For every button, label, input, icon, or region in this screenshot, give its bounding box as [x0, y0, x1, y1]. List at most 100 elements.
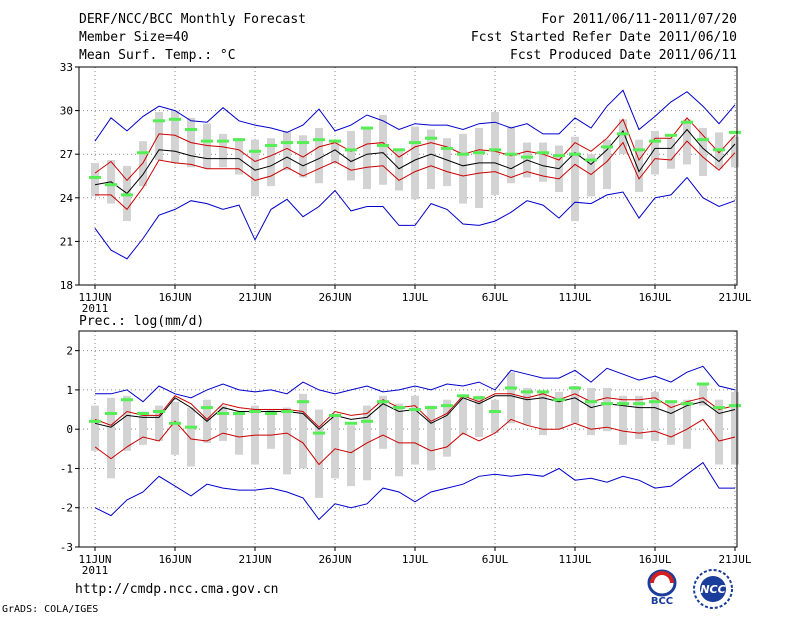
temp-spread-box	[395, 148, 403, 191]
temp-median-mark	[681, 120, 693, 124]
temp-spread-box	[299, 135, 307, 178]
temp-spread-box	[699, 128, 707, 176]
temp-median-mark	[137, 151, 149, 155]
prec-spread-box	[299, 393, 307, 469]
variable-label: Mean Surf. Temp.: °C	[79, 48, 236, 63]
prec-spread-box	[427, 405, 435, 471]
temp-spread-box	[651, 130, 659, 175]
temp-median-mark	[265, 143, 277, 147]
temp-spread-box	[587, 154, 595, 197]
temp-median-mark	[281, 141, 293, 145]
temp-median-mark	[393, 148, 405, 152]
prec-spread-box	[619, 395, 627, 445]
temp-ytick-label: 24	[60, 192, 74, 205]
prec-spread-box	[475, 395, 483, 438]
prec-median-mark	[569, 386, 581, 390]
forecast-period: For 2011/06/11-2011/07/20	[541, 12, 737, 27]
website-url[interactable]: http://cmdp.ncc.cma.gov.cn	[75, 582, 279, 597]
member-size: Member Size=40	[79, 30, 189, 45]
prec-median-mark	[553, 398, 565, 402]
prec-spread-box	[219, 405, 227, 441]
temp-spread-box	[283, 130, 291, 171]
prec-spread-box	[539, 391, 547, 436]
prec-median-mark	[457, 394, 469, 398]
prec-median-mark	[313, 431, 325, 435]
temp-median-mark	[665, 133, 677, 137]
temp-spread-box	[539, 142, 547, 182]
temp-median-mark	[441, 146, 453, 150]
temp-median-mark	[457, 152, 469, 156]
prec-min-line	[94, 461, 735, 521]
prec-spread-box	[571, 385, 579, 424]
temp-p10-line	[95, 140, 736, 211]
chart-title: DERF/NCC/BCC Monthly Forecast	[79, 12, 306, 27]
prec-median-mark	[601, 402, 613, 406]
prec-xtick-label: 16JUL	[638, 553, 671, 566]
prec-spread-box	[507, 372, 515, 424]
prec-median-mark	[409, 408, 421, 412]
prec-spread-box	[459, 395, 467, 436]
prec-spread-box	[171, 401, 179, 455]
prec-median-mark	[329, 413, 341, 417]
prec-p90-line	[94, 393, 736, 428]
temp-spread-box	[219, 133, 227, 168]
prec-xtick-label: 6JUL	[482, 553, 509, 566]
temp-spread-box	[379, 114, 387, 185]
temp-median-mark	[713, 148, 725, 152]
temp-xtick-label: 11JUN	[78, 291, 111, 304]
bcc-logo-text: BCC	[651, 596, 673, 607]
temp-median-mark	[249, 149, 261, 153]
prec-xyear-label: 2011	[82, 564, 109, 577]
prec-xtick-label: 11JUN	[78, 553, 111, 566]
prec-median-mark	[713, 406, 725, 410]
prec-spread-box	[411, 395, 419, 465]
temp-xtick-label: 16JUL	[638, 291, 671, 304]
temp-ytick-label: 27	[60, 148, 73, 161]
temp-median-mark	[329, 139, 341, 143]
prec-xtick-label: 1JUL	[402, 553, 429, 566]
prec-median-mark	[345, 421, 357, 425]
temp-spread-box	[331, 139, 339, 163]
temp-xtick-label: 11JUL	[558, 291, 591, 304]
prec-ytick-label: 2	[66, 345, 73, 358]
prec-median-mark	[473, 396, 485, 400]
prec-max-line	[95, 365, 736, 403]
temp-spread-box	[171, 110, 179, 163]
temp-median-mark	[537, 151, 549, 155]
temp-median-mark	[521, 155, 533, 159]
prec-spread-box	[491, 399, 499, 434]
temp-median-mark	[185, 127, 197, 131]
temp-xtick-label: 1JUL	[402, 291, 429, 304]
prec-median-mark	[585, 400, 597, 404]
prec-spread-box	[91, 405, 99, 451]
prec-median-mark	[265, 411, 277, 415]
temp-spread-box	[251, 139, 259, 197]
prec-median-mark	[137, 411, 149, 415]
prec-median-mark	[297, 400, 309, 404]
prec-median-mark	[361, 419, 373, 423]
prec-xtick-label: 21JUL	[718, 553, 751, 566]
temp-plot-frame	[78, 66, 738, 286]
prec-spread-box	[635, 395, 643, 439]
prec-median-mark	[441, 404, 453, 408]
prec-median-mark	[489, 410, 501, 414]
prec-median-mark	[649, 400, 661, 404]
temp-median-mark	[345, 148, 357, 152]
produced-date: Fcst Produced Date 2011/06/11	[510, 48, 737, 63]
prec-median-mark	[169, 421, 181, 425]
prec-p10-line	[94, 418, 736, 466]
prec-ytick-label: -1	[60, 462, 73, 475]
prec-spread-box	[235, 411, 243, 455]
prec-spread-box	[651, 391, 659, 441]
temp-median-mark	[169, 117, 181, 121]
prec-spread-box	[715, 399, 723, 465]
temp-median-mark	[233, 138, 245, 142]
temp-median-mark	[297, 141, 309, 145]
temp-median-mark	[425, 136, 437, 140]
temp-spread-box	[475, 128, 483, 208]
temp-median-mark	[361, 126, 373, 130]
prec-median-mark	[217, 411, 229, 415]
prec-spread-box	[699, 384, 707, 406]
prec-median-mark	[105, 411, 117, 415]
prec-median-mark	[121, 398, 133, 402]
